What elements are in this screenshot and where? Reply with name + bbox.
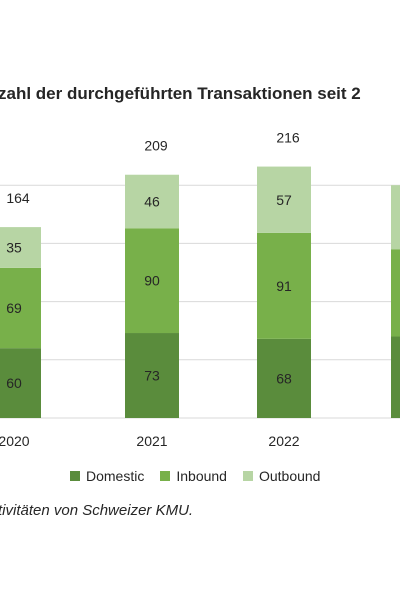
stacked-bar-chart: 60 69 35 164 2020 73 90 46 209 2021 68 91 57 216 2022 bbox=[0, 130, 400, 449]
legend-label-domestic: Domestic bbox=[86, 468, 145, 484]
total-label-2020: 164 bbox=[6, 190, 30, 206]
x-tick-label-2022: 2022 bbox=[268, 433, 299, 449]
legend-item-outbound: Outbound bbox=[242, 468, 321, 484]
bar-segment-outbound-2020 bbox=[0, 227, 41, 268]
legend: Domestic Inbound Outbound bbox=[70, 468, 320, 484]
data-label-inbound-2021: 90 bbox=[144, 273, 160, 289]
bar-segment-inbound-2020 bbox=[0, 267, 41, 349]
bars bbox=[0, 166, 400, 418]
legend-label-inbound: Inbound bbox=[176, 468, 227, 484]
bar-segment-domestic-2022 bbox=[257, 338, 311, 418]
bar-segment-inbound-col3 bbox=[391, 249, 400, 337]
data-label-outbound-2020: 35 bbox=[6, 239, 22, 255]
data-label-outbound-2021: 46 bbox=[144, 193, 160, 209]
data-label-inbound-2022: 91 bbox=[276, 278, 292, 294]
bar-segment-domestic-2021 bbox=[125, 333, 179, 418]
legend-swatch-inbound bbox=[160, 471, 171, 481]
x-tick-label-2020: 2020 bbox=[0, 433, 30, 449]
legend-swatch-outbound bbox=[242, 471, 253, 481]
data-label-domestic-2021: 73 bbox=[144, 368, 160, 384]
data-label-inbound-2020: 69 bbox=[6, 300, 22, 316]
bar-segment-outbound-2022 bbox=[257, 166, 311, 233]
legend-item-domestic: Domestic bbox=[70, 468, 144, 484]
bar-segment-outbound-2021 bbox=[125, 174, 179, 229]
total-label-2021: 209 bbox=[144, 138, 168, 154]
total-label-2022: 216 bbox=[276, 130, 300, 146]
legend-label-outbound: Outbound bbox=[258, 468, 321, 484]
bar-segment-inbound-2022 bbox=[257, 232, 311, 339]
data-label-domestic-2020: 60 bbox=[6, 375, 22, 391]
labels: 60 69 35 164 2020 73 90 46 209 2021 68 91 57 216 2022 bbox=[0, 130, 300, 449]
x-tick-label-2021: 2021 bbox=[136, 433, 167, 449]
chart-title: zahl der durchgeführten Transaktionen se… bbox=[0, 84, 361, 103]
legend-swatch-domestic bbox=[70, 471, 80, 481]
bar-segment-domestic-col3 bbox=[391, 336, 400, 418]
bar-segment-outbound-col3 bbox=[391, 185, 400, 250]
data-label-outbound-2022: 57 bbox=[276, 192, 292, 208]
source-caption: tivitäten von Schweizer KMU. bbox=[0, 502, 194, 519]
data-label-domestic-2022: 68 bbox=[276, 370, 292, 386]
bar-segment-domestic-2020 bbox=[0, 348, 41, 418]
gridlines bbox=[0, 184, 400, 419]
bar-segment-inbound-2021 bbox=[125, 228, 179, 334]
legend-item-inbound: Inbound bbox=[160, 468, 227, 484]
